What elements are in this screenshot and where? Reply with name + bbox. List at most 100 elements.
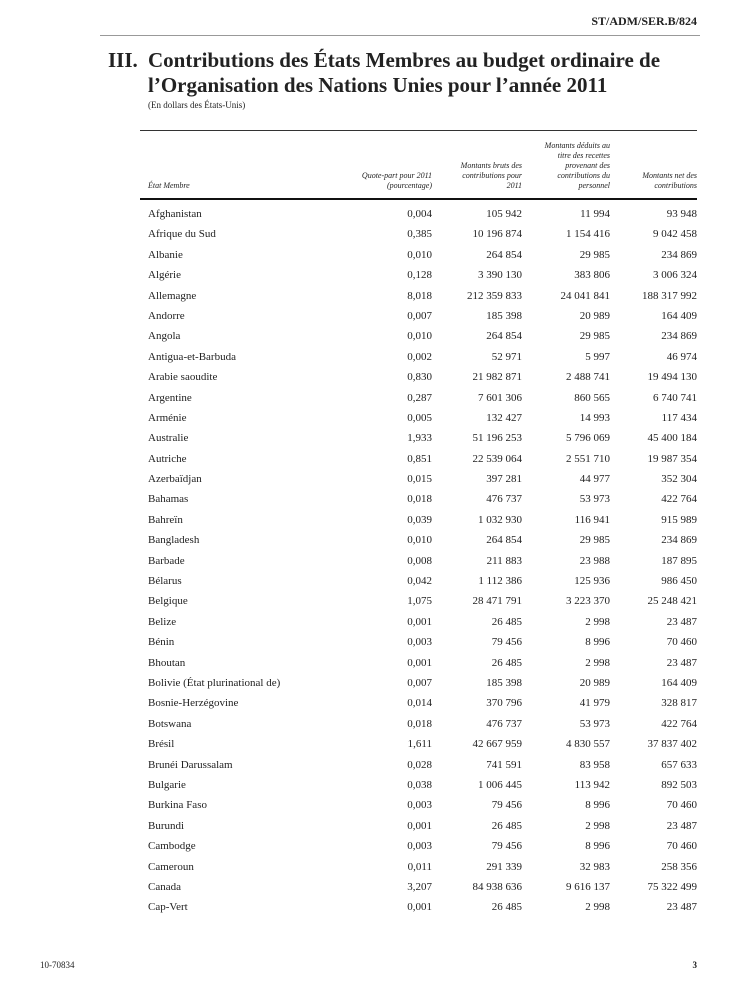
- net-amount: 70 460: [666, 840, 697, 853]
- state-name: Bhoutan: [148, 656, 186, 669]
- net-amount: 164 409: [661, 676, 697, 689]
- share-percent: 0,001: [407, 615, 432, 628]
- staff-assessment: 9 616 137: [566, 880, 610, 893]
- state-name: Arménie: [148, 411, 187, 424]
- net-amount: 45 400 184: [647, 432, 698, 445]
- staff-assessment: 116 941: [574, 513, 610, 526]
- share-percent: 0,003: [407, 636, 432, 649]
- state-name: Bénin: [148, 636, 175, 649]
- gross-amount: 42 667 959: [472, 738, 523, 751]
- staff-assessment: 41 979: [579, 697, 610, 710]
- gross-amount: 10 196 874: [472, 228, 523, 241]
- state-name: Bangladesh: [148, 534, 200, 547]
- table-row: Arabie saoudite 0,830 21 982 871 2 488 741 1…: [140, 371, 697, 391]
- staff-assessment: 53 973: [579, 717, 610, 730]
- staff-assessment: 383 806: [574, 269, 610, 282]
- staff-assessment: 29 985: [579, 248, 610, 261]
- gross-amount: 21 982 871: [472, 371, 523, 384]
- state-name: Bahreïn: [148, 513, 183, 526]
- net-amount: 23 487: [666, 901, 697, 914]
- staff-assessment: 44 977: [579, 473, 610, 486]
- state-name: Azerbaïdjan: [148, 473, 202, 486]
- table-row: Algérie 0,128 3 390 130 383 806 3 006 324: [140, 269, 697, 289]
- gross-amount: 52 971: [491, 350, 522, 363]
- net-amount: 422 764: [661, 493, 697, 506]
- state-name: Belgique: [148, 595, 188, 608]
- net-amount: 657 633: [661, 758, 697, 771]
- net-amount: 25 248 421: [647, 595, 698, 608]
- net-amount: 19 987 354: [647, 452, 698, 465]
- net-amount: 37 837 402: [647, 738, 698, 751]
- table-row: Brésil 1,611 42 667 959 4 830 557 37 837 402: [140, 738, 697, 758]
- gross-amount: 1 006 445: [478, 778, 522, 791]
- gross-amount: 3 390 130: [478, 269, 522, 282]
- table-row: Canada 3,207 84 938 636 9 616 137 75 322 499: [140, 881, 697, 901]
- share-percent: 0,002: [407, 350, 432, 363]
- share-percent: 0,001: [407, 656, 432, 669]
- staff-assessment: 2 998: [585, 615, 610, 628]
- share-percent: 0,004: [407, 208, 432, 220]
- table-row: Cameroun 0,011 291 339 32 983 258 356: [140, 861, 697, 881]
- net-amount: 70 460: [666, 636, 697, 649]
- net-amount: 234 869: [661, 534, 697, 547]
- share-percent: 0,001: [407, 819, 432, 832]
- state-name: Afrique du Sud: [148, 228, 216, 241]
- share-percent: 1,075: [407, 595, 432, 608]
- gross-amount: 185 398: [486, 676, 522, 689]
- state-name: Cap-Vert: [148, 901, 188, 914]
- table-row: Antigua-et-Barbuda 0,002 52 971 5 997 46 974: [140, 351, 697, 371]
- state-name: Barbade: [148, 554, 185, 567]
- staff-assessment: 2 998: [585, 819, 610, 832]
- share-percent: 0,128: [407, 269, 432, 282]
- share-percent: 0,028: [407, 758, 432, 771]
- table-row: Australie 1,933 51 196 253 5 796 069 45 400 …: [140, 432, 697, 452]
- share-percent: 0,010: [407, 534, 432, 547]
- state-name: Bahamas: [148, 493, 189, 506]
- staff-assessment: 11 994: [580, 208, 610, 220]
- gross-amount: 26 485: [491, 901, 522, 914]
- share-percent: 0,385: [407, 228, 432, 241]
- share-percent: 0,039: [407, 513, 432, 526]
- gross-amount: 264 854: [486, 330, 522, 343]
- staff-assessment: 2 551 710: [566, 452, 610, 465]
- staff-assessment: 83 958: [579, 758, 610, 771]
- gross-amount: 79 456: [491, 636, 522, 649]
- net-amount: 117 434: [661, 411, 697, 424]
- staff-assessment: 29 985: [579, 534, 610, 547]
- table-row: Autriche 0,851 22 539 064 2 551 710 19 987 3…: [140, 453, 697, 473]
- net-amount: 164 409: [661, 309, 697, 322]
- state-name: Brunéi Darussalam: [148, 758, 233, 771]
- net-amount: 3 006 324: [653, 269, 697, 282]
- table-row: Bulgarie 0,038 1 006 445 113 942 892 503: [140, 779, 697, 799]
- share-percent: 0,010: [407, 248, 432, 261]
- share-percent: 0,015: [407, 473, 432, 486]
- job-number: 10-70834: [40, 960, 75, 970]
- share-percent: 0,830: [407, 371, 432, 384]
- gross-amount: 211 883: [486, 554, 522, 567]
- staff-assessment: 20 989: [579, 309, 610, 322]
- gross-amount: 370 796: [486, 697, 522, 710]
- share-percent: 0,018: [407, 717, 432, 730]
- share-percent: 1,933: [407, 432, 432, 445]
- net-amount: 258 356: [661, 860, 697, 873]
- document-symbol: ST/ADM/SER.B/824: [591, 14, 697, 28]
- share-percent: 0,042: [407, 575, 432, 588]
- staff-assessment: 8 996: [585, 636, 610, 649]
- staff-assessment: 860 565: [574, 391, 610, 404]
- table-row: Bolivie (État plurinational de) 0,007 185 …: [140, 677, 697, 697]
- staff-assessment: 3 223 370: [566, 595, 610, 608]
- state-name: Angola: [148, 330, 181, 343]
- table-row: Bahreïn 0,039 1 032 930 116 941 915 989: [140, 514, 697, 534]
- state-name: Allemagne: [148, 289, 197, 302]
- table-top-rule: [140, 130, 697, 131]
- net-amount: 23 487: [666, 819, 697, 832]
- net-amount: 46 974: [666, 350, 697, 363]
- net-amount: 986 450: [661, 575, 697, 588]
- table-row: Cambodge 0,003 79 456 8 996 70 460: [140, 840, 697, 860]
- staff-assessment: 32 983: [579, 860, 610, 873]
- staff-assessment: 29 985: [579, 330, 610, 343]
- staff-assessment: 23 988: [579, 554, 610, 567]
- table-row: Botswana 0,018 476 737 53 973 422 764: [140, 718, 697, 738]
- gross-amount: 1 032 930: [478, 513, 522, 526]
- table-row: Andorre 0,007 185 398 20 989 164 409: [140, 310, 697, 330]
